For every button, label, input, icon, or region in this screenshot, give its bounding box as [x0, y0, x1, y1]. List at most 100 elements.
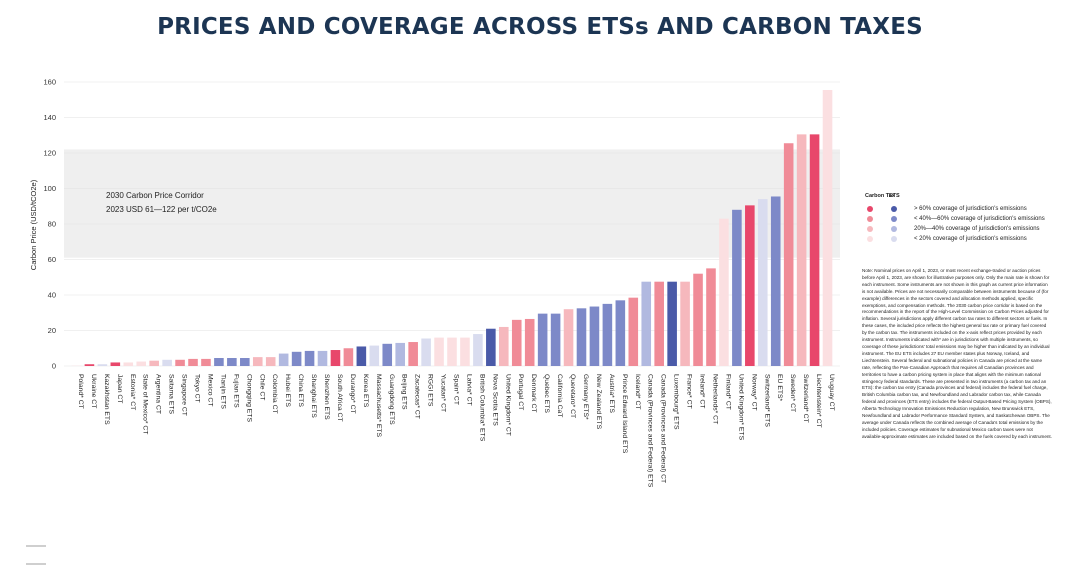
bar [680, 282, 690, 366]
x-tick-label: Ireland* CT [699, 374, 706, 408]
bar [499, 327, 509, 366]
y-axis-label: Carbon Price (USD/tCO2e) [29, 179, 38, 270]
bar [447, 338, 457, 366]
bar [395, 343, 405, 366]
bar [162, 360, 172, 366]
bar [486, 329, 496, 366]
legend-ets-swatch [891, 216, 897, 222]
bar [266, 357, 276, 366]
x-tick-label: Sweden* CT [789, 374, 796, 412]
bar [719, 219, 729, 366]
bar [771, 196, 781, 366]
bar [654, 282, 664, 366]
y-tick-label: 0 [52, 362, 56, 371]
x-tick-label: RGGI ETS [427, 374, 434, 407]
legend-tax-swatch [867, 216, 873, 222]
bar [434, 338, 444, 366]
bar [214, 358, 224, 366]
y-tick-label: 160 [43, 78, 56, 87]
x-tick-label: Nova Scotia ETS [491, 374, 498, 426]
bar [123, 362, 133, 366]
bar [318, 351, 328, 366]
x-tick-label: Mexico CT [206, 374, 213, 406]
x-tick-label: Germany ETS* [582, 374, 589, 420]
y-tick-label: 140 [43, 113, 56, 122]
x-tick-label: Finland* CT [724, 374, 731, 410]
bar [667, 282, 677, 366]
x-tick-label: Switzerland* CT [802, 374, 809, 423]
legend-label: < 20% coverage of jurisdiction's emissio… [914, 236, 1027, 242]
x-tick-label: Chile CT [258, 374, 265, 400]
legend-row: < 40%—60% coverage of jurisdiction's emi… [862, 215, 1072, 225]
bar [175, 360, 185, 366]
x-tick-label: Yucatan* CT [440, 374, 447, 412]
footer-divider [26, 534, 74, 536]
legend-row: > 60% coverage of jurisdiction's emissio… [862, 205, 1072, 215]
bar [253, 357, 263, 366]
bar [732, 210, 742, 366]
x-tick-label: Ukraine CT [90, 374, 97, 408]
x-tick-label: Queretaro* CT [569, 374, 576, 418]
legend-tax-swatch [867, 236, 873, 242]
x-tick-label: Uruguay CT [828, 374, 835, 411]
bar [628, 298, 638, 366]
x-tick-label: Portugal CT [517, 374, 524, 410]
x-tick-label: Beijing ETS [401, 374, 408, 410]
x-tick-label: Colombia CT [271, 374, 278, 414]
bar [797, 134, 807, 366]
x-tick-label: Tianjin ETS [219, 374, 226, 409]
bar [460, 338, 470, 366]
bar [706, 268, 716, 366]
x-tick-label: Guangdong ETS [388, 374, 395, 425]
bar [85, 364, 95, 366]
bar [408, 342, 418, 366]
legend-tax-swatch [867, 206, 873, 212]
x-tick-label: Japan CT [116, 374, 123, 403]
x-tick-label: California CaT [556, 374, 563, 417]
x-tick-label: State of Mexico* CT [142, 374, 149, 434]
y-tick-label: 80 [48, 220, 56, 229]
bar [370, 346, 380, 366]
bar [564, 309, 574, 366]
corridor-label-line1: 2030 Carbon Price Corridor [106, 191, 204, 200]
x-tick-label: Chongqing ETS [245, 374, 252, 422]
bar [590, 307, 600, 366]
bar [823, 90, 833, 366]
bar [136, 362, 146, 366]
bar [473, 334, 483, 366]
x-tick-label: Spain* CT [453, 374, 460, 405]
legend-label: < 40%—60% coverage of jurisdiction's emi… [914, 216, 1045, 222]
y-tick-label: 120 [43, 149, 56, 158]
x-tick-label: Canada (Provinces and Federal) ETS [647, 374, 654, 488]
y-tick-label: 60 [48, 255, 56, 264]
x-tick-label: Saitama ETS [168, 374, 175, 415]
bar [603, 304, 613, 366]
x-tick-label: Luxembourg* ETS [673, 374, 680, 430]
bar [111, 362, 121, 366]
bar [693, 274, 703, 366]
legend-tax-swatch [867, 226, 873, 232]
bar [538, 314, 548, 366]
y-tick-label: 20 [48, 326, 56, 335]
bar [292, 352, 302, 366]
x-tick-label: Shenzhen ETS [323, 374, 330, 420]
legend-ets-swatch [891, 226, 897, 232]
legend-ets-swatch [891, 236, 897, 242]
x-tick-label: Hubei ETS [284, 374, 291, 407]
legend-row: 20%—40% coverage of jurisdiction's emiss… [862, 225, 1072, 235]
x-tick-label: Korea ETS [362, 374, 369, 408]
bar [201, 359, 211, 366]
bar [279, 354, 289, 366]
legend-label: 20%—40% coverage of jurisdiction's emiss… [914, 226, 1040, 232]
x-tick-label: Netherlands* CT [711, 374, 718, 424]
bar [784, 143, 794, 366]
bar [758, 199, 768, 366]
x-tick-label: New Zealand ETS [595, 374, 602, 430]
y-tick-label: 40 [48, 291, 56, 300]
x-tick-label: Prince Edward Island ETS [621, 374, 628, 454]
x-tick-label: Durango* CT [349, 374, 356, 414]
x-tick-label: China ETS [297, 374, 304, 407]
bar [149, 361, 159, 366]
legend-label: > 60% coverage of jurisdiction's emissio… [914, 206, 1027, 212]
bar [810, 134, 820, 366]
